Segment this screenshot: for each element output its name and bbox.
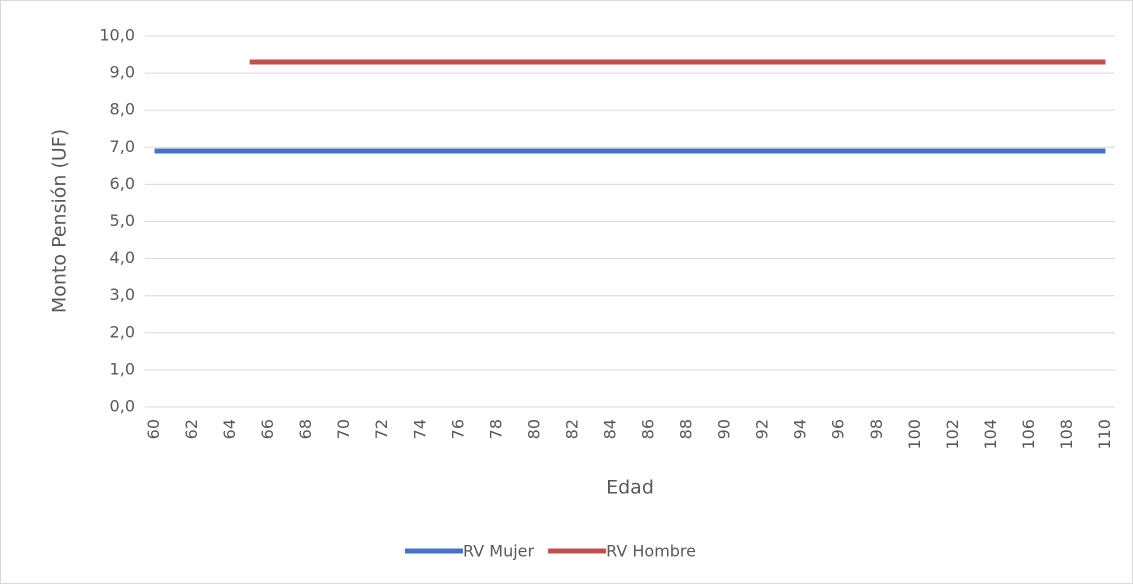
y-tick-label: 3,0 — [110, 285, 135, 304]
x-tick-label: 60 — [144, 419, 163, 439]
x-tick-label: 106 — [1019, 419, 1038, 450]
y-tick-label: 7,0 — [110, 137, 135, 156]
x-tick-label: 70 — [334, 419, 353, 439]
x-tick-label: 80 — [524, 419, 543, 439]
x-tick-label: 88 — [677, 419, 696, 439]
x-tick-label: 98 — [867, 419, 886, 439]
x-tick-label: 86 — [639, 419, 658, 439]
x-tick-label: 76 — [448, 419, 467, 439]
y-tick-label: 9,0 — [110, 63, 135, 82]
x-tick-label: 108 — [1057, 419, 1076, 450]
x-tick-label: 110 — [1095, 419, 1114, 450]
x-tick-label: 82 — [562, 419, 581, 439]
y-tick-label: 0,0 — [110, 397, 135, 416]
x-tick-label: 68 — [296, 419, 315, 439]
x-tick-label: 102 — [943, 419, 962, 450]
y-tick-label: 4,0 — [110, 248, 135, 267]
legend-label: RV Hombre — [606, 542, 696, 561]
y-tick-label: 5,0 — [110, 211, 135, 230]
y-axis-label: Monto Pensión (UF) — [49, 129, 71, 313]
x-tick-label: 104 — [981, 419, 1000, 450]
x-tick-label: 90 — [715, 419, 734, 439]
x-tick-label: 72 — [372, 419, 391, 439]
x-tick-label: 100 — [905, 419, 924, 450]
x-axis-label: Edad — [606, 477, 654, 499]
x-tick-label: 78 — [486, 419, 505, 439]
legend-label: RV Mujer — [463, 542, 535, 561]
x-tick-label: 62 — [182, 419, 201, 439]
x-tick-label: 92 — [753, 419, 772, 439]
x-tick-label: 84 — [600, 419, 619, 439]
x-tick-label: 64 — [220, 419, 239, 439]
x-tick-label: 96 — [829, 419, 848, 439]
x-tick-label: 74 — [410, 419, 429, 439]
y-tick-label: 1,0 — [110, 359, 135, 378]
y-tick-label: 8,0 — [110, 100, 135, 119]
y-tick-label: 2,0 — [110, 322, 135, 341]
y-tick-label: 10,0 — [99, 26, 135, 45]
x-tick-label: 66 — [258, 419, 277, 439]
x-tick-label: 94 — [791, 419, 810, 439]
y-tick-label: 6,0 — [110, 174, 135, 193]
